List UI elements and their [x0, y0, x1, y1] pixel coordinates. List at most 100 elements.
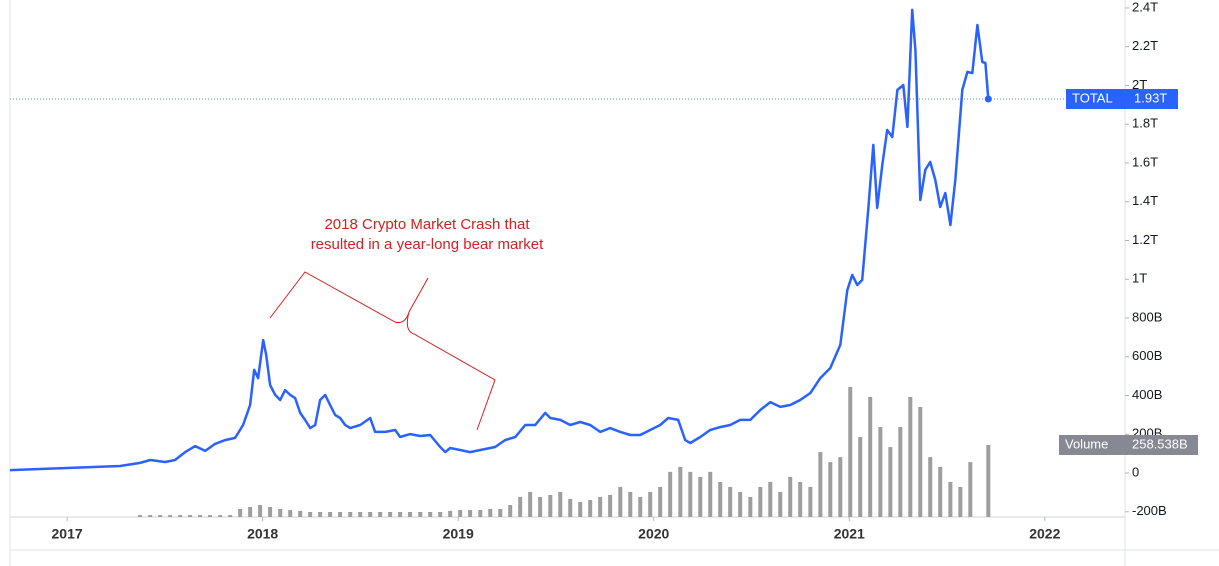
volume-bar [528, 491, 533, 517]
volume-bar [878, 427, 883, 517]
volume-last-label: 258.538B [1132, 436, 1188, 451]
volume-bar [228, 515, 233, 517]
volume-bar [368, 511, 373, 517]
volume-bar [578, 501, 583, 517]
volume-bar [958, 486, 963, 517]
volume-bar [638, 496, 643, 517]
volume-bar [428, 511, 433, 517]
volume-bar [948, 481, 953, 517]
volume-bar [278, 508, 283, 517]
volume-bar [768, 481, 773, 517]
x-tick-label: 2020 [638, 526, 669, 542]
volume-bar [338, 511, 343, 517]
volume-bar [678, 466, 683, 517]
y-tick-label: 1T [1132, 271, 1147, 286]
volume-bar [848, 386, 853, 517]
volume-bar [908, 396, 913, 517]
y-tick-label: 0 [1132, 464, 1139, 479]
volume-bar [668, 471, 673, 517]
volume-bar [518, 496, 523, 517]
volume-bar [208, 515, 213, 517]
volume-bar [488, 508, 493, 517]
volume-bar [178, 515, 183, 517]
volume-bar [608, 494, 613, 517]
volume-bar [318, 511, 323, 517]
volume-bar [148, 515, 153, 517]
volume-bar [468, 510, 473, 517]
volume-bar [558, 491, 563, 517]
volume-bar [448, 510, 453, 517]
series-badge [1066, 89, 1178, 110]
series-line [9, 8, 990, 472]
volume-bar [418, 511, 423, 517]
y-tick-label: 2.4T [1132, 0, 1158, 14]
volume-bar [788, 476, 793, 517]
volume-bar [858, 437, 863, 517]
series-name: TOTAL [1072, 90, 1113, 105]
volume-bar [698, 476, 703, 517]
y-tick-label: 1.2T [1132, 232, 1158, 247]
volume-bar [348, 511, 353, 517]
volume-bar [898, 427, 903, 517]
volume-badge [1059, 434, 1198, 455]
volume-bar [478, 510, 483, 517]
volume-bar [628, 491, 633, 517]
volume-bar [598, 496, 603, 517]
volume-bar [778, 491, 783, 517]
volume-bar [828, 462, 833, 517]
volume-bar [888, 447, 893, 517]
volume-bar [168, 515, 173, 517]
volume-bar [308, 511, 313, 517]
x-tick-label: 2019 [443, 526, 474, 542]
volume-bar [688, 471, 693, 517]
volume-bar [748, 496, 753, 517]
volume-bar [258, 505, 263, 517]
volume-bar [158, 515, 163, 517]
volume-bar [328, 511, 333, 517]
volume-bar [938, 466, 943, 517]
volume-bar [818, 452, 823, 517]
volume-bar [728, 486, 733, 517]
volume-bar [568, 498, 573, 517]
volume-bar [986, 444, 991, 517]
volume-bar [658, 486, 663, 517]
volume-bar [138, 515, 143, 517]
volume-bar [358, 511, 363, 517]
volume-bar [458, 510, 463, 517]
series-last-label: 1.93T [1134, 90, 1167, 105]
volume-bar [218, 515, 223, 517]
volume-bar [708, 471, 713, 517]
volume-bar [928, 457, 933, 517]
y-tick-label: -200B [1132, 503, 1167, 518]
volume-bar [868, 396, 873, 517]
volume-bar [548, 494, 553, 517]
volume-bar [918, 406, 923, 517]
volume-bar [398, 511, 403, 517]
volume-bar [248, 506, 253, 517]
volume-bar [508, 505, 513, 517]
y-tick-label: 400B [1132, 387, 1162, 402]
y-tick-label: 2T [1132, 77, 1147, 92]
volume-bar [298, 510, 303, 517]
volume-bar [718, 481, 723, 517]
y-tick-label: 600B [1132, 348, 1162, 363]
volume-bar [378, 511, 383, 517]
volume-bar [438, 511, 443, 517]
volume-bar [268, 506, 273, 517]
volume-bar [498, 508, 503, 517]
x-tick-label: 2018 [247, 526, 278, 542]
volume-bar [408, 511, 413, 517]
volume-bar [798, 481, 803, 517]
volume-bar [188, 515, 193, 517]
volume-bar [198, 515, 203, 517]
annotation: 2018 Crypto Market Crash that [324, 216, 530, 233]
volume-bar [588, 500, 593, 517]
x-tick-label: 2022 [1029, 526, 1060, 542]
volume-bar [238, 508, 243, 517]
volume-bar [648, 491, 653, 517]
x-tick-label: 2017 [52, 526, 83, 542]
volume-bar [808, 486, 813, 517]
y-tick-label: 800B [1132, 309, 1162, 324]
annotation: resulted in a year-long bear market [311, 236, 544, 253]
volume-bar [758, 486, 763, 517]
